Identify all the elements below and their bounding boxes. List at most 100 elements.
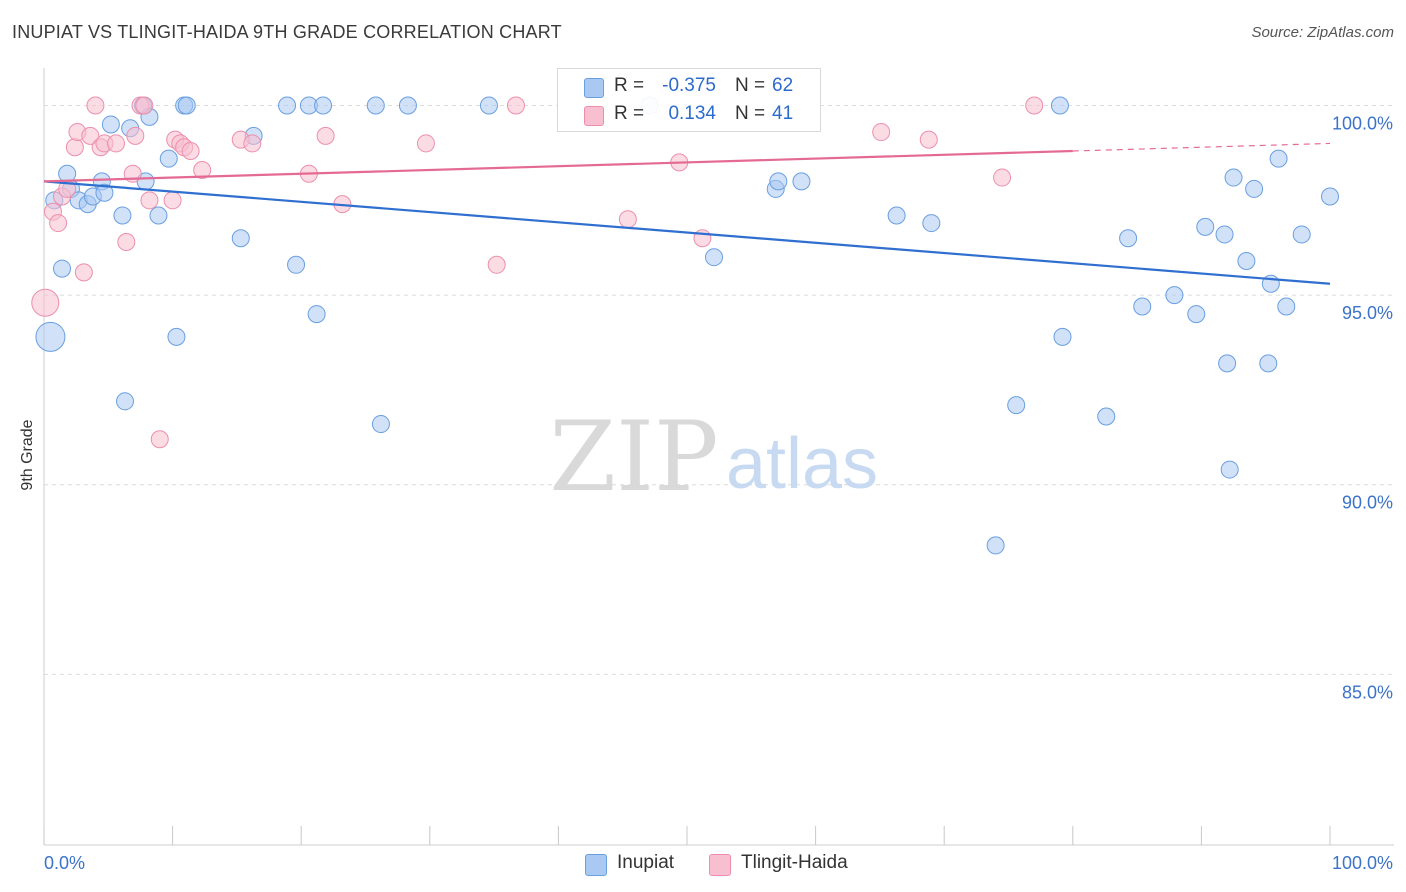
point-inupiat [922,214,941,233]
legend-swatch-inupiat [585,854,607,876]
point-inupiat [1269,149,1288,168]
point-inupiat [167,327,186,346]
point-inupiat [769,172,788,191]
point-tlingit-haida [193,160,212,179]
point-inupiat [1097,407,1116,426]
y-axis-label: 9th Grade [19,419,36,491]
point-tlingit-haida [135,96,154,115]
point-inupiat [1007,396,1026,415]
trend-line-inupiat [43,180,1331,285]
point-inupiat [278,96,297,115]
point-inupiat [307,305,326,324]
watermark: ZIP atlas [549,401,878,513]
point-inupiat [1133,297,1152,316]
legend-label-inupiat: Inupiat [617,852,675,873]
point-inupiat [1196,217,1215,236]
point-inupiat [1053,327,1072,346]
y-tick-label: 100.0% [1332,114,1393,134]
chart-source: Source: ZipAtlas.com [1251,24,1394,41]
r-label: R = [614,75,645,96]
x-tick-label: 0.0% [44,853,85,873]
r-value: -0.375 [662,75,716,96]
point-inupiat [1220,460,1239,479]
point-tlingit-haida [49,214,68,233]
chart-title: INUPIAT VS TLINGIT-HAIDA 9TH GRADE CORRE… [12,22,562,42]
point-tlingit-haida [126,126,145,145]
point-tlingit-haida [31,288,60,317]
point-tlingit-haida [150,430,169,449]
point-inupiat [986,536,1005,555]
point-inupiat [314,96,333,115]
y-tick-label: 90.0% [1342,493,1393,513]
point-inupiat [1245,179,1264,198]
point-tlingit-haida [919,130,938,149]
point-inupiat [149,206,168,225]
point-inupiat [53,259,72,278]
point-inupiat [159,149,178,168]
point-inupiat [231,229,250,248]
point-inupiat [177,96,196,115]
series-legend: Inupiat Tlingit-Haida [0,851,1406,879]
watermark-atlas: atlas [726,424,878,504]
tick-label-layer: 85.0% 90.0% 95.0% 100.0% 0.0% 100.0% [44,114,1393,873]
point-inupiat [287,255,306,274]
stats-row-tlingit-haida: R = 0.134 N = 41 [558,102,820,130]
point-tlingit-haida [107,134,126,153]
point-inupiat [116,392,135,411]
legend-label-tlingit-haida: Tlingit-Haida [741,852,848,873]
point-inupiat [792,172,811,191]
point-inupiat [1218,354,1237,373]
point-tlingit-haida [243,134,262,153]
stats-row-inupiat: R = -0.375 N = 62 [558,74,820,102]
trend-layer [43,142,1331,285]
point-tlingit-haida [163,191,182,210]
point-tlingit-haida [65,138,84,157]
point-inupiat [1165,286,1184,305]
point-tlingit-haida [618,210,637,229]
point-inupiat [371,415,390,434]
x-tick-label: 100.0% [1332,853,1393,873]
point-tlingit-haida [316,126,335,145]
point-inupiat [1259,354,1278,373]
point-inupiat [101,115,120,134]
r-label: R = [614,103,645,124]
point-tlingit-haida [181,142,200,161]
y-tick-label: 85.0% [1342,682,1393,702]
point-inupiat [398,96,417,115]
grid-layer [44,105,1394,675]
point-inupiat [1119,229,1138,248]
axis-layer [43,68,1394,846]
point-tlingit-haida [993,168,1012,187]
point-inupiat [1224,168,1243,187]
n-label: N = [735,75,766,96]
point-inupiat [479,96,498,115]
point-inupiat [366,96,385,115]
point-inupiat [1321,187,1339,206]
n-label: N = [735,103,766,124]
point-tlingit-haida [74,263,93,282]
point-tlingit-haida [86,96,105,115]
n-value: 41 [772,103,794,124]
n-value: 62 [772,75,794,96]
point-inupiat [1292,225,1311,244]
stats-legend: R = -0.375 N = 62 R = 0.134 N = 41 [557,68,821,132]
point-tlingit-haida [487,255,506,274]
point-inupiat [35,321,66,352]
point-inupiat [1277,297,1296,316]
point-inupiat [1187,305,1206,324]
point-tlingit-haida [117,233,136,252]
point-inupiat [887,206,906,225]
swatch-tlingit-haida [584,106,604,126]
point-inupiat [1237,251,1256,270]
r-value: 0.134 [668,103,716,124]
point-inupiat [113,206,132,225]
trend-line-tlingit-haida [43,149,1073,183]
point-inupiat [95,183,114,202]
point-tlingit-haida [140,191,159,210]
point-tlingit-haida [506,96,525,115]
point-inupiat [1215,225,1234,244]
y-tick-label: 95.0% [1342,303,1393,323]
watermark-zip: ZIP [549,401,718,513]
point-tlingit-haida [81,126,100,145]
